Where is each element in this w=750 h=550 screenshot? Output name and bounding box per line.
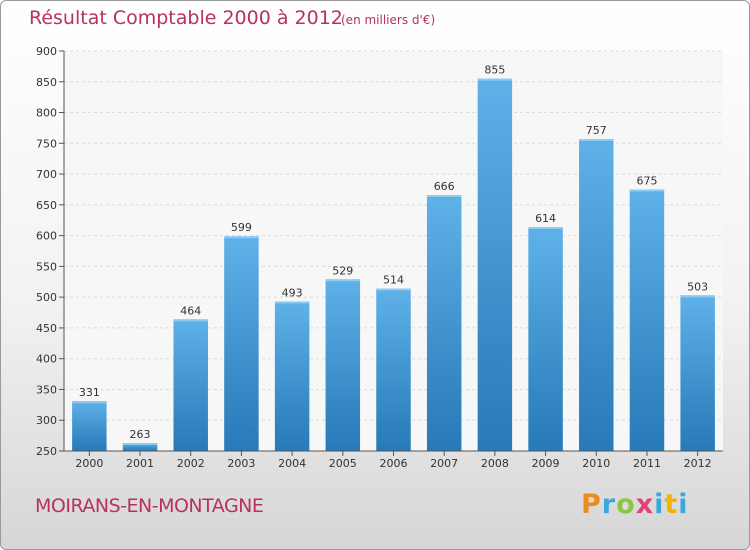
y-tick-label: 450: [36, 322, 57, 335]
bar-2011: [629, 189, 665, 451]
y-tick-label: 800: [36, 107, 57, 120]
bar-highlight: [173, 319, 208, 322]
x-tick-label: 2005: [329, 457, 357, 470]
bar-highlight: [274, 301, 310, 304]
bar-2002: [173, 319, 208, 451]
y-tick-label: 600: [36, 230, 57, 243]
bar-value-label: 666: [434, 180, 455, 193]
bar-2007: [426, 195, 462, 451]
bar-highlight: [477, 78, 513, 81]
bar-2001: [122, 443, 158, 451]
x-tick-label: 2007: [430, 457, 458, 470]
x-tick-label: 2006: [380, 457, 408, 470]
x-tick-label: 2000: [75, 457, 103, 470]
x-tick-label: 2012: [684, 457, 712, 470]
bar-2012: [680, 295, 715, 451]
x-tick-label: 2009: [532, 457, 560, 470]
x-tick-label: 2004: [278, 457, 306, 470]
y-tick-label: 550: [36, 260, 57, 273]
y-tick-label: 650: [36, 199, 57, 212]
bar-value-label: 464: [180, 304, 201, 317]
logo-letter: r: [601, 489, 617, 520]
bar-highlight: [325, 279, 361, 282]
bar-value-label: 493: [282, 286, 303, 299]
y-tick-label: 300: [36, 414, 57, 427]
x-tick-label: 2002: [177, 457, 205, 470]
y-tick-label: 700: [36, 168, 57, 181]
logo-letter: t: [664, 489, 679, 520]
x-tick-label: 2003: [227, 457, 255, 470]
bar-highlight: [629, 189, 665, 192]
bar-value-label: 263: [130, 428, 151, 441]
x-tick-label: 2010: [582, 457, 610, 470]
bar-value-label: 529: [332, 264, 353, 277]
bar-highlight: [426, 195, 462, 197]
logo-letter: x: [635, 489, 655, 520]
bar-value-label: 514: [383, 274, 404, 287]
bar-highlight: [528, 227, 563, 229]
y-tick-label: 850: [36, 76, 57, 89]
logo-letter: P: [581, 489, 602, 520]
bar-value-label: 757: [586, 124, 607, 137]
bar-value-label: 675: [636, 174, 657, 187]
bar-2008: [477, 78, 513, 451]
chart-subtitle: (en milliers d'€): [341, 13, 436, 27]
bar-highlight: [680, 295, 715, 298]
x-tick-label: 2001: [126, 457, 154, 470]
bar-highlight: [72, 401, 107, 404]
bar-value-label: 599: [231, 221, 252, 234]
logo-letter: o: [616, 489, 636, 520]
y-tick-label: 400: [36, 353, 57, 366]
y-tick-label: 900: [36, 45, 57, 58]
x-tick-label: 2011: [633, 457, 661, 470]
logo-letter: i: [678, 489, 689, 520]
bar-2009: [528, 227, 563, 451]
bar-value-label: 331: [79, 386, 100, 399]
bar-value-label: 614: [535, 212, 556, 225]
y-tick-label: 500: [36, 291, 57, 304]
proxiti-logo: Proxiti: [581, 489, 689, 520]
y-tick-label: 750: [36, 137, 57, 150]
logo-letter: i: [654, 489, 665, 520]
bar-highlight: [122, 443, 158, 445]
bar-2010: [579, 139, 614, 451]
bar-2005: [325, 279, 361, 451]
bar-2004: [274, 301, 310, 451]
city-name: MOIRANS-EN-MONTAGNE: [35, 495, 264, 517]
bar-2003: [224, 236, 259, 451]
bar-highlight: [579, 139, 614, 141]
bar-2006: [376, 288, 411, 451]
bar-value-label: 503: [687, 280, 708, 293]
y-tick-label: 250: [36, 445, 57, 458]
chart-title: Résultat Comptable 2000 à 2012: [29, 7, 343, 29]
bar-value-label: 855: [484, 64, 505, 77]
bar-2000: [72, 401, 107, 451]
y-tick-label: 350: [36, 383, 57, 396]
x-tick-label: 2008: [481, 457, 509, 470]
bar-highlight: [376, 288, 411, 291]
bar-highlight: [224, 236, 259, 239]
